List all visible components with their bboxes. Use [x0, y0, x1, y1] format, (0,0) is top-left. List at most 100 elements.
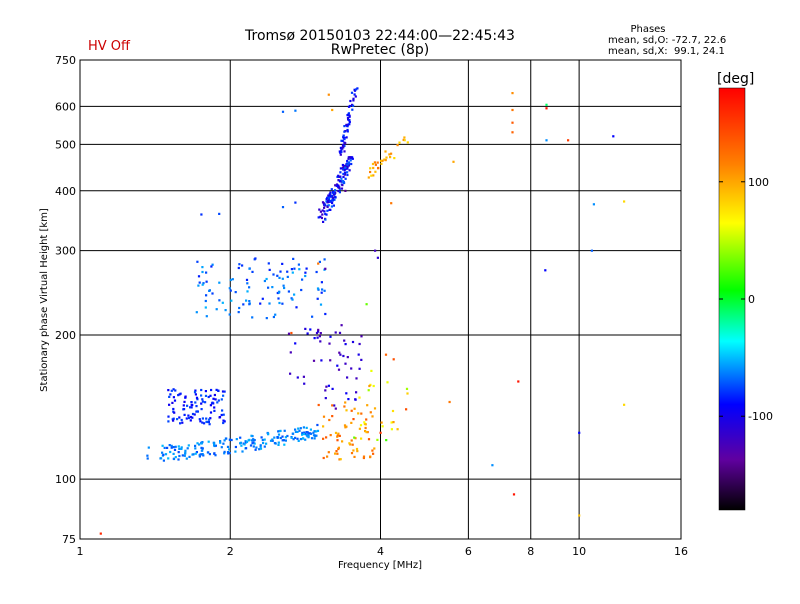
- data-point: [317, 216, 320, 219]
- data-point: [213, 393, 216, 397]
- data-point: [322, 456, 325, 460]
- data-point: [304, 438, 307, 441]
- data-point: [371, 162, 375, 166]
- data-point: [338, 186, 341, 189]
- data-point: [352, 449, 355, 452]
- data-point: [315, 434, 318, 437]
- data-point: [338, 191, 341, 194]
- data-point: [338, 180, 342, 183]
- data-point: [364, 423, 367, 426]
- data-point: [198, 281, 201, 284]
- data-point: [277, 443, 280, 446]
- data-point: [304, 327, 307, 330]
- data-point: [196, 442, 199, 445]
- data-point: [338, 458, 341, 461]
- data-point: [208, 453, 211, 456]
- data-point: [329, 208, 332, 211]
- data-point: [372, 384, 375, 388]
- data-point: [319, 332, 322, 335]
- data-point: [380, 421, 383, 424]
- data-point: [172, 407, 175, 411]
- data-point: [227, 452, 230, 455]
- data-point: [345, 409, 348, 412]
- data-point: [298, 268, 301, 271]
- data-point: [346, 163, 349, 166]
- data-point: [334, 184, 337, 187]
- data-point: [360, 335, 363, 338]
- data-point: [334, 407, 337, 410]
- data-point: [309, 432, 313, 435]
- data-point: [185, 457, 188, 460]
- data-point: [405, 387, 409, 390]
- y-tick-label: 75: [62, 533, 76, 546]
- data-point: [202, 282, 205, 285]
- data-point: [303, 382, 306, 385]
- data-point: [343, 144, 346, 147]
- data-point: [286, 270, 289, 273]
- data-point: [405, 408, 408, 411]
- data-point: [545, 107, 548, 110]
- data-point: [298, 429, 301, 432]
- data-point: [366, 431, 369, 434]
- data-point: [332, 204, 335, 207]
- data-point: [281, 206, 285, 209]
- data-point: [346, 166, 349, 169]
- data-point: [278, 301, 281, 305]
- data-point: [291, 298, 294, 301]
- data-point: [350, 91, 354, 94]
- data-point: [293, 267, 296, 270]
- data-point: [348, 115, 351, 118]
- data-point: [200, 442, 203, 445]
- data-point: [316, 287, 320, 290]
- data-point: [194, 389, 197, 392]
- data-point: [222, 413, 225, 416]
- data-point: [282, 284, 285, 287]
- data-point: [338, 331, 342, 334]
- data-point: [221, 301, 224, 304]
- data-point: [162, 453, 165, 456]
- data-point: [322, 437, 325, 440]
- data-point: [323, 206, 326, 209]
- data-point: [253, 439, 256, 442]
- data-point: [283, 286, 286, 290]
- data-point: [296, 437, 299, 440]
- data-point: [277, 441, 280, 444]
- data-point: [203, 422, 206, 425]
- data-point: [318, 260, 321, 263]
- data-point: [305, 431, 308, 434]
- data-point: [340, 149, 343, 152]
- data-point: [360, 437, 363, 440]
- data-point: [365, 431, 368, 434]
- data-point: [346, 116, 350, 120]
- data-point: [329, 434, 332, 437]
- data-point: [332, 191, 336, 194]
- data-point: [214, 398, 217, 401]
- data-point: [346, 356, 349, 359]
- data-point: [296, 376, 299, 379]
- data-point: [283, 443, 286, 446]
- data-point: [222, 421, 225, 425]
- data-point: [511, 92, 514, 95]
- data-point: [384, 353, 388, 356]
- data-point: [319, 210, 322, 213]
- data-point: [316, 429, 320, 432]
- data-point: [312, 431, 315, 434]
- data-point: [200, 394, 203, 397]
- y-tick-label: 750: [55, 54, 76, 67]
- data-point: [184, 396, 187, 399]
- data-point: [354, 398, 357, 401]
- data-point: [334, 196, 337, 199]
- data-point: [207, 395, 210, 399]
- data-point: [205, 280, 208, 283]
- data-point: [346, 376, 349, 379]
- data-point: [180, 418, 183, 422]
- data-point: [338, 351, 341, 354]
- data-point: [283, 429, 286, 432]
- data-point: [99, 532, 102, 535]
- data-point: [317, 328, 320, 331]
- data-point: [343, 125, 346, 128]
- data-point: [370, 369, 373, 372]
- data-point: [327, 451, 330, 454]
- data-point: [172, 446, 175, 449]
- data-point: [221, 390, 225, 393]
